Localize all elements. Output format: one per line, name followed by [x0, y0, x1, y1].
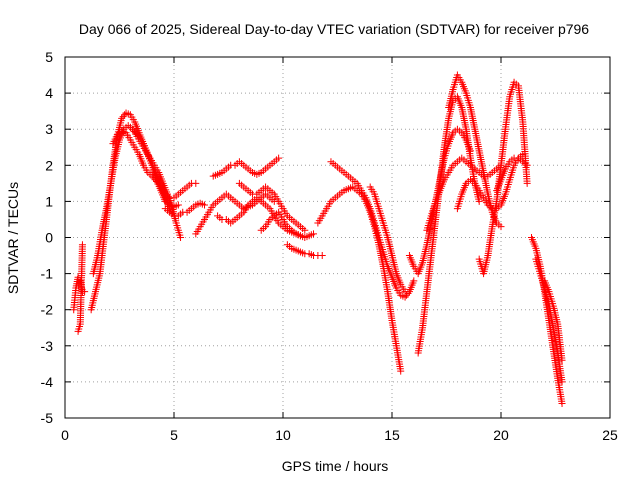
y-tick-label: -4	[41, 374, 54, 390]
x-tick-label: 20	[493, 427, 509, 443]
x-tick-labels: 0 5 10 15 20 25	[61, 427, 618, 443]
data-point	[404, 289, 412, 297]
data-point	[523, 179, 531, 187]
data-point	[475, 197, 483, 205]
data-point	[410, 277, 418, 285]
y-tick-label: -5	[41, 410, 54, 426]
data-point	[134, 131, 142, 139]
y-tick-label: -3	[41, 338, 54, 354]
x-tick-label: 25	[602, 427, 618, 443]
data-point	[558, 378, 566, 386]
x-tick-label: 5	[170, 427, 178, 443]
y-tick-labels: -5 -4 -3 -2 -1 0 1 2 3 4 5	[41, 49, 54, 426]
data-point	[192, 179, 200, 187]
y-tick-label: 5	[45, 49, 53, 65]
y-tick-label: 0	[45, 230, 53, 246]
data-point	[558, 400, 566, 408]
data-point	[403, 291, 411, 299]
data-point	[119, 113, 127, 121]
data-point	[310, 230, 318, 238]
data-point	[174, 201, 182, 209]
data-point	[201, 201, 209, 209]
data-points	[70, 71, 566, 408]
x-tick-label: 15	[384, 427, 400, 443]
y-tick-label: 2	[45, 157, 53, 173]
y-axis-title: SDTVAR / TECUs	[5, 182, 21, 294]
y-tick-label: 1	[45, 193, 53, 209]
data-point	[301, 226, 309, 234]
data-point	[118, 114, 126, 122]
x-tick-label: 0	[61, 427, 69, 443]
y-tick-label: 4	[45, 85, 53, 101]
axis-ticks	[64, 56, 611, 419]
data-point	[397, 367, 405, 375]
data-point	[401, 288, 409, 296]
data-point	[497, 223, 505, 231]
data-point	[558, 356, 566, 364]
data-point	[275, 154, 283, 162]
y-tick-label: -1	[41, 266, 54, 282]
data-point	[132, 129, 140, 137]
data-point	[177, 234, 185, 241]
x-axis-title: GPS time / hours	[282, 458, 389, 474]
data-point	[78, 241, 86, 249]
data-point	[523, 161, 531, 169]
y-tick-label: -2	[41, 302, 54, 318]
data-point	[148, 172, 156, 180]
x-tick-label: 10	[275, 427, 291, 443]
chart-title: Day 066 of 2025, Sidereal Day-to-day VTE…	[79, 21, 589, 37]
data-point	[131, 127, 139, 135]
y-tick-label: 3	[45, 121, 53, 137]
data-point	[318, 252, 326, 260]
